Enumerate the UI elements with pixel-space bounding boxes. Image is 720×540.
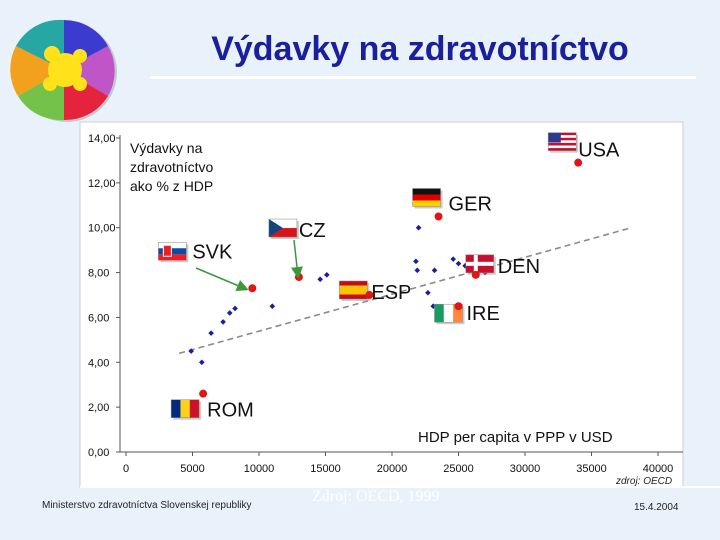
ire-flag-icon <box>434 303 465 325</box>
data-point-diamond <box>462 263 468 269</box>
data-point-diamond <box>220 319 226 325</box>
y-axis-label-line: zdravotníctvo <box>130 159 213 175</box>
title-divider <box>150 76 696 79</box>
country-label-cz: CZ <box>299 220 326 242</box>
x-tick-labels: 0 5000 10000 15000 20000 25000 30000 35000 40000 <box>123 452 673 475</box>
cz-flag-icon <box>268 218 299 240</box>
data-point-diamond <box>413 258 419 265</box>
data-point-diamond <box>199 359 205 366</box>
country-label-rom: ROM <box>207 400 254 422</box>
y-tick-label: 12,00 <box>88 178 116 190</box>
country-label-usa: USA <box>578 140 620 162</box>
x-tick-label: 25000 <box>443 463 474 475</box>
y-axis-label-line: Výdavky na <box>130 140 203 156</box>
highlighted-countries: USA GER CZ SVK DEN ESP IRE ROM <box>158 132 620 422</box>
data-point-diamond <box>455 260 462 267</box>
y-tick-label: 10,00 <box>88 223 116 235</box>
country-label-ger: GER <box>449 194 492 216</box>
x-tick-label: 35000 <box>576 463 607 475</box>
footer-organization: Ministerstvo zdravotníctva Slovenskej re… <box>42 500 252 511</box>
country-point-svk <box>248 284 257 293</box>
ger-flag-icon <box>412 188 443 209</box>
slide-title: Výdavky na zdravotníctvo <box>211 30 629 68</box>
data-point-diamond <box>414 267 421 274</box>
country-point-rom <box>199 389 208 398</box>
plot-area <box>79 121 684 488</box>
country-label-esp: ESP <box>371 282 411 304</box>
country-point-usa <box>574 158 583 167</box>
y-axis-label: Výdavky na zdravotníctvo ako % z HDP <box>130 140 213 194</box>
country-point-cz <box>294 273 303 282</box>
data-point-diamond <box>226 310 233 316</box>
source-note: zdroj: OECD <box>615 476 672 487</box>
footer-date: 15.4.2004 <box>634 502 679 513</box>
x-tick-label: 5000 <box>180 463 204 475</box>
y-tick-label: 4,00 <box>88 357 109 369</box>
trendline-group <box>178 226 632 355</box>
x-tick-label: 10000 <box>244 463 275 475</box>
country-point-ire <box>454 302 463 311</box>
x-tick-label: 30000 <box>510 463 541 475</box>
y-tick-labels: 0,00 2,00 4,00 6,00 8,00 10,00 12,00 14,00 <box>88 133 120 459</box>
country-point-ger <box>434 212 443 221</box>
country-point-esp <box>365 291 374 299</box>
country-point-den <box>471 270 480 279</box>
y-tick-label: 0,00 <box>88 447 109 459</box>
x-tick-label: 40000 <box>643 463 674 475</box>
country-label-svk: SVK <box>192 241 233 263</box>
data-point-diamond <box>324 272 330 278</box>
y-axis-label-line: ako % z HDP <box>130 178 213 194</box>
data-point-diamond <box>431 267 438 274</box>
esp-flag-icon <box>339 280 370 301</box>
data-point-diamond <box>188 348 194 354</box>
data-point-diamond <box>208 330 214 336</box>
usa-flag-icon <box>547 132 579 153</box>
x-tick-label: 0 <box>123 463 129 475</box>
den-flag-icon <box>465 254 496 275</box>
y-tick-label: 6,00 <box>88 312 109 324</box>
x-tick-label: 15000 <box>310 463 341 475</box>
footer-source: Zdroj: OECD, 1999 <box>312 488 440 505</box>
ministry-puzzle-logo <box>10 19 117 122</box>
data-point-diamond <box>232 305 238 312</box>
data-point-diamond <box>415 224 422 231</box>
svk-arrow <box>195 267 249 292</box>
y-tick-label: 14,00 <box>88 133 116 145</box>
x-tick-label: 20000 <box>377 463 408 475</box>
data-point-diamond <box>450 256 456 262</box>
data-point-diamond <box>317 276 323 283</box>
y-tick-label: 8,00 <box>88 268 109 280</box>
x-axis-label: HDP per capita v PPP v USD <box>418 429 613 446</box>
data-point-diamond <box>425 289 431 296</box>
country-label-den: DEN <box>498 256 540 278</box>
data-point-diamond <box>269 303 276 310</box>
country-label-ire: IRE <box>467 303 500 325</box>
trendline <box>178 226 632 355</box>
cz-arrow <box>291 239 303 279</box>
rom-flag-icon <box>170 399 202 420</box>
svk-flag-icon <box>158 242 189 263</box>
footer-divider <box>80 486 720 488</box>
y-tick-label: 2,00 <box>88 402 109 414</box>
